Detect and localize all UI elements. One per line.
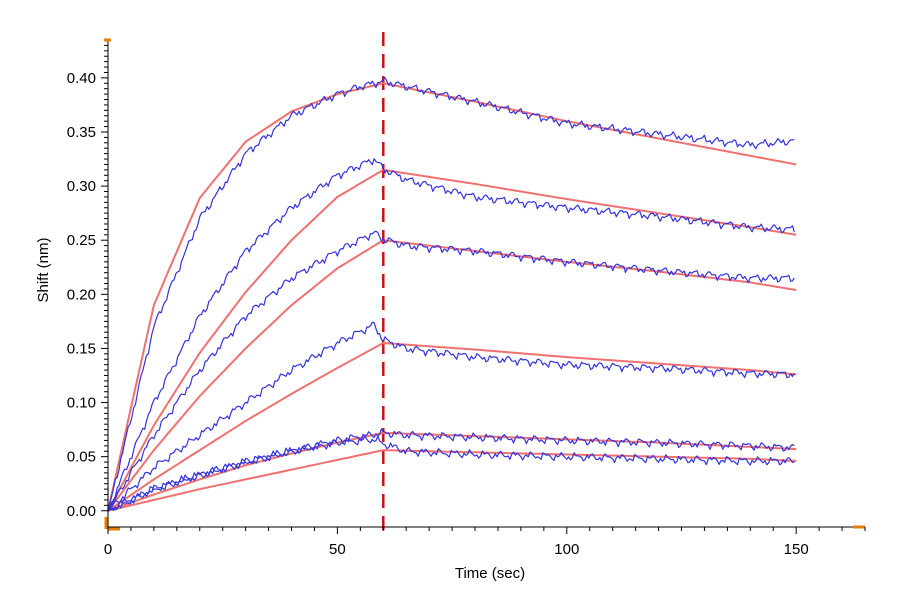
x-tick-label: 0 [104, 541, 112, 558]
x-axis-title: Time (sec) [455, 565, 525, 582]
y-axis-title: Shift (nm) [35, 237, 52, 302]
fit-curve-3 [107, 239, 797, 512]
y-tick-label: 0.05 [67, 449, 96, 466]
y-tick-label: 0.30 [67, 178, 96, 195]
ticks-group [101, 44, 866, 534]
y-tick-label: 0.25 [67, 232, 96, 249]
measured-trace-3 [107, 230, 795, 512]
measured-trace-6 [107, 435, 795, 512]
y-tick-label: 0.35 [67, 124, 96, 141]
y-tick-label: 0.15 [67, 340, 96, 357]
x-tick-label: 150 [784, 541, 809, 558]
axes-group [104, 38, 865, 531]
x-tick-label: 50 [329, 541, 346, 558]
x-tick-label: 100 [554, 541, 579, 558]
series-group [107, 77, 797, 512]
measured-trace-4 [107, 321, 795, 512]
measured-trace-1 [107, 77, 795, 511]
y-tick-label: 0.10 [67, 395, 96, 412]
y-tick-label: 0.00 [67, 503, 96, 520]
fit-curve-6 [107, 449, 797, 512]
fit-curve-4 [107, 342, 797, 512]
y-tick-label: 0.40 [67, 70, 96, 87]
y-tick-label: 0.20 [67, 286, 96, 303]
tick-labels-group: 0.00 0.05 0.10 0.15 0.20 0.25 0.30 0.35 0.40 0 50 1… [67, 70, 809, 558]
measured-trace-2 [107, 158, 795, 512]
